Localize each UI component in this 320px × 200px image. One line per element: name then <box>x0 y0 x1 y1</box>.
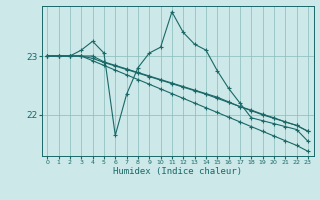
X-axis label: Humidex (Indice chaleur): Humidex (Indice chaleur) <box>113 167 242 176</box>
